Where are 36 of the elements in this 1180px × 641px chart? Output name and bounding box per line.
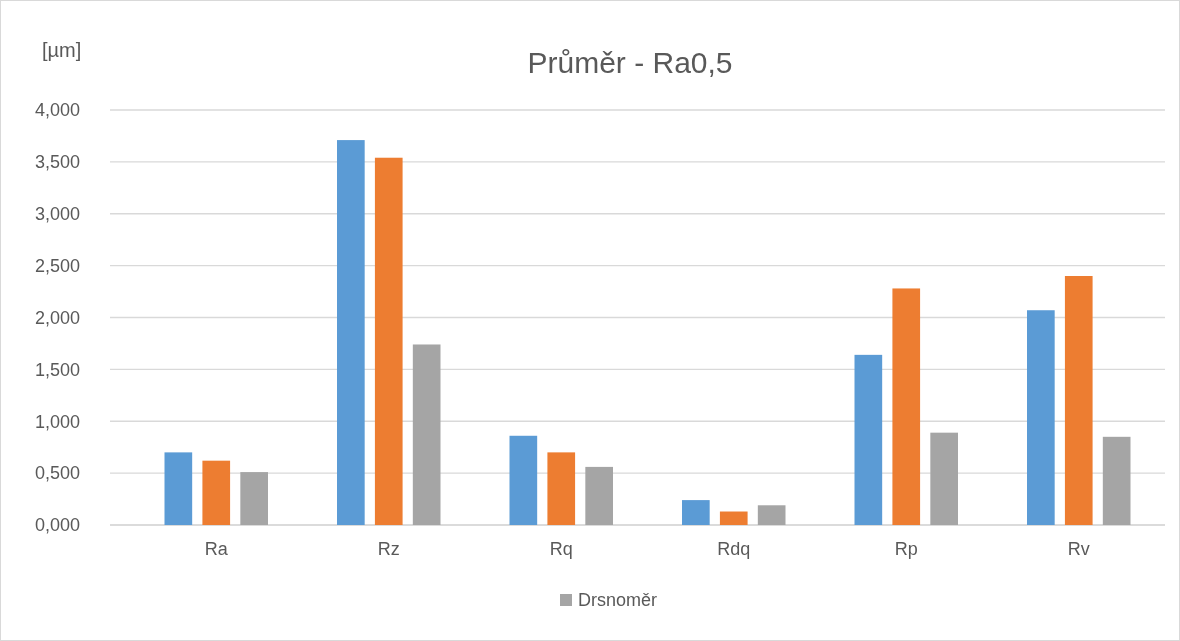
bar: [1102, 436, 1131, 525]
x-tick-label: Rv: [1067, 539, 1090, 559]
x-tick-label: Rp: [894, 539, 918, 559]
bar: [892, 288, 921, 525]
y-tick-label: 2,000: [34, 307, 80, 328]
y-tick-label: 3,000: [34, 204, 80, 225]
x-tick-label: Rq: [549, 539, 573, 559]
bar: [164, 452, 193, 525]
bar: [509, 435, 538, 525]
y-tick-label: 1,500: [34, 359, 80, 380]
bar: [547, 452, 576, 525]
x-tick-label: Rz: [377, 539, 400, 559]
y-tick-label: 0,500: [34, 463, 80, 484]
y-tick-label: 3,500: [34, 152, 80, 173]
y-tick-label: 2,500: [34, 255, 80, 276]
bar: [930, 432, 958, 525]
chart-title: Průměr - Ra0,5: [527, 46, 733, 79]
bar: [240, 472, 268, 525]
bar: [682, 500, 710, 525]
bar: [412, 344, 441, 525]
y-tick-label: 0,000: [34, 515, 80, 536]
y-axis-title: [µm]: [42, 39, 82, 61]
x-tick-label: Ra: [204, 539, 229, 559]
x-tick-label: Rdq: [717, 539, 751, 559]
bar: [202, 460, 231, 525]
y-tick-label: 4,000: [34, 100, 80, 121]
bar: [1064, 276, 1093, 525]
bar: [337, 140, 365, 525]
y-tick-label: 1,000: [34, 411, 80, 432]
bar: [854, 354, 883, 525]
bar: [1027, 310, 1055, 525]
bar: [719, 511, 748, 525]
legend-label: Drsnoměr: [578, 590, 658, 610]
bar: [374, 157, 403, 525]
bar: [757, 505, 786, 525]
bar: [585, 466, 613, 525]
